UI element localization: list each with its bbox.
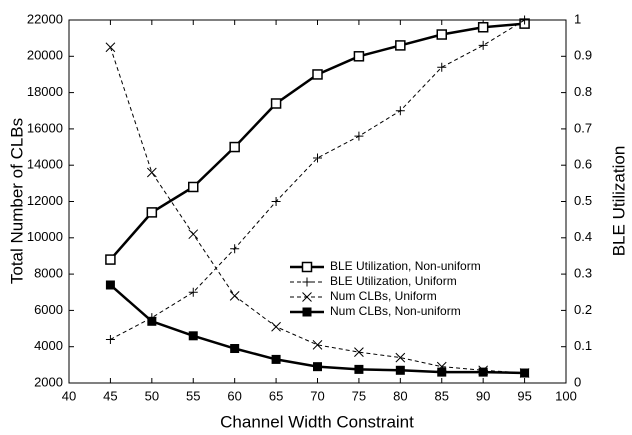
y-tick-label: 22000 <box>27 11 63 26</box>
marker <box>105 254 116 265</box>
marker <box>395 40 406 51</box>
x-tick-label: 55 <box>186 388 200 403</box>
marker <box>230 244 240 254</box>
marker <box>520 368 530 378</box>
y2-tick-label: 0.1 <box>574 338 592 353</box>
y2-axis-label: BLE Utilization <box>609 146 628 257</box>
y2-tick-label: 0.9 <box>574 48 592 63</box>
marker <box>188 331 198 341</box>
legend-label: Num CLBs, Uniform <box>330 289 437 303</box>
y2-tick-label: 0.8 <box>574 84 592 99</box>
y-tick-label: 4000 <box>34 338 63 353</box>
x-tick-label: 65 <box>269 388 283 403</box>
marker <box>437 62 447 72</box>
marker <box>478 40 488 50</box>
x-tick-label: 70 <box>310 388 324 403</box>
y-tick-label: 12000 <box>27 193 63 208</box>
series-line <box>109 47 525 374</box>
y2-tick-label: 0.3 <box>574 266 592 281</box>
y-tick-label: 18000 <box>27 84 63 99</box>
marker <box>312 69 323 80</box>
series-line <box>109 22 525 261</box>
marker <box>188 181 199 193</box>
x-tick-label: 95 <box>517 388 531 403</box>
y2-tick-label: 0.4 <box>574 229 592 244</box>
marker <box>271 197 281 206</box>
y-tick-label: 20000 <box>27 48 63 63</box>
series-line <box>109 284 525 375</box>
y2-tick-label: 0 <box>574 374 581 389</box>
marker <box>436 29 447 40</box>
legend-marker <box>302 292 312 302</box>
series-line <box>110 19 525 340</box>
marker <box>353 51 365 62</box>
marker <box>271 354 281 364</box>
marker <box>395 365 405 375</box>
marker <box>395 106 405 116</box>
marker <box>271 321 281 332</box>
marker <box>230 344 240 354</box>
y-tick-label: 8000 <box>34 266 63 281</box>
x-tick-label: 60 <box>227 388 241 403</box>
marker <box>105 334 115 344</box>
marker <box>478 367 488 377</box>
marker <box>437 367 447 377</box>
marker <box>188 287 198 297</box>
marker <box>354 131 364 141</box>
marker <box>312 340 323 350</box>
legend-label: BLE Utilization, Uniform <box>330 274 457 288</box>
marker <box>229 141 240 153</box>
legend-label: BLE Utilization, Non-uniform <box>330 259 481 273</box>
x-tick-label: 85 <box>435 388 449 403</box>
marker <box>105 280 115 290</box>
marker <box>477 22 489 33</box>
x-tick-label: 100 <box>555 388 577 403</box>
legend-label: Num CLBs, Non-uniform <box>330 304 461 318</box>
y2-tick-label: 0.2 <box>574 302 592 317</box>
marker <box>146 207 158 218</box>
legend-marker <box>302 307 312 317</box>
marker <box>313 362 322 372</box>
marker <box>395 352 406 363</box>
legend-marker <box>302 277 312 287</box>
marker <box>313 153 322 163</box>
marker <box>520 15 530 25</box>
y2-tick-label: 0.6 <box>574 157 592 172</box>
x-tick-label: 45 <box>103 388 117 403</box>
x-tick-label: 75 <box>352 388 366 403</box>
x-tick-label: 40 <box>62 388 76 403</box>
legend-marker <box>301 261 313 273</box>
x-axis-label: Channel Width Constraint <box>220 412 414 431</box>
y-tick-label: 2000 <box>34 374 63 389</box>
y-tick-label: 14000 <box>27 157 63 172</box>
y-tick-label: 10000 <box>27 229 63 244</box>
marker <box>354 347 364 357</box>
y2-tick-label: 0.7 <box>574 120 592 135</box>
x-tick-label: 90 <box>476 388 490 403</box>
y-tick-label: 16000 <box>27 120 63 135</box>
y-tick-label: 6000 <box>34 302 63 317</box>
marker <box>105 42 116 53</box>
y2-tick-label: 1 <box>574 11 581 26</box>
marker <box>229 291 240 301</box>
marker <box>146 167 157 178</box>
y2-tick-label: 0.5 <box>574 193 592 208</box>
marker <box>354 364 364 374</box>
x-tick-label: 80 <box>393 388 407 403</box>
marker <box>188 229 199 240</box>
marker <box>270 98 282 109</box>
y-axis-label: Total Number of CLBs <box>7 118 26 284</box>
marker <box>147 316 157 326</box>
x-tick-label: 50 <box>145 388 159 403</box>
